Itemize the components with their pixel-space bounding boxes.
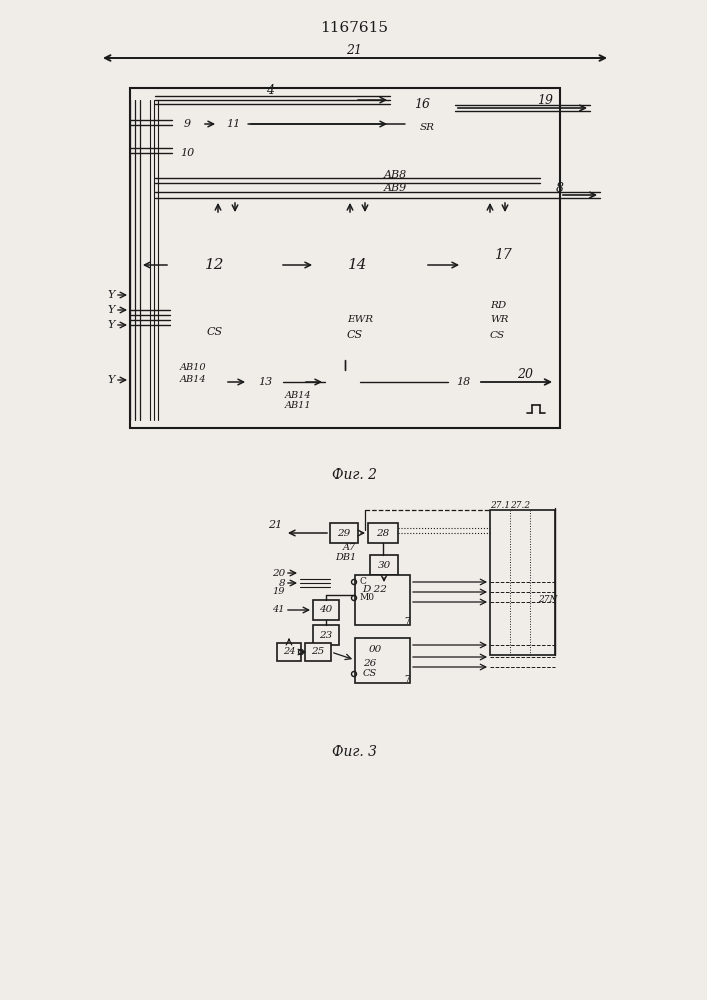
Text: 16: 16 xyxy=(414,99,430,111)
Text: 10: 10 xyxy=(180,148,194,158)
Bar xyxy=(330,523,358,543)
Text: 29: 29 xyxy=(337,528,351,538)
Circle shape xyxy=(170,119,175,124)
Text: 13: 13 xyxy=(258,377,272,387)
Text: Y: Y xyxy=(107,320,115,330)
Text: D 22: D 22 xyxy=(363,585,387,594)
Bar xyxy=(355,575,410,625)
Bar xyxy=(490,510,555,655)
Bar xyxy=(172,113,202,135)
Text: AB9: AB9 xyxy=(383,183,407,193)
Bar xyxy=(448,370,478,394)
Bar xyxy=(170,215,280,360)
Text: 14: 14 xyxy=(349,258,368,272)
Bar xyxy=(390,88,455,143)
Text: RD: RD xyxy=(490,300,506,310)
Text: 26: 26 xyxy=(363,658,376,668)
Text: 7: 7 xyxy=(404,617,410,626)
Text: 18: 18 xyxy=(456,377,470,387)
Text: AB14: AB14 xyxy=(180,375,206,384)
Bar xyxy=(368,523,398,543)
Bar xyxy=(305,643,331,661)
Bar xyxy=(355,638,410,683)
Text: 21: 21 xyxy=(346,43,362,56)
Text: 21: 21 xyxy=(268,520,282,530)
Text: 1167615: 1167615 xyxy=(320,21,388,35)
Text: CS: CS xyxy=(347,330,363,340)
Text: 24: 24 xyxy=(283,648,296,656)
Text: Фиг. 3: Фиг. 3 xyxy=(332,745,377,759)
Text: EWR: EWR xyxy=(347,316,373,324)
Text: 00: 00 xyxy=(368,646,382,654)
Text: 7: 7 xyxy=(404,676,410,684)
Text: Y: Y xyxy=(107,290,115,300)
Circle shape xyxy=(153,147,158,152)
Text: WR: WR xyxy=(490,316,508,324)
Text: 27N: 27N xyxy=(538,595,558,604)
Text: 4: 4 xyxy=(266,84,274,97)
Text: Y: Y xyxy=(107,305,115,315)
Text: CS: CS xyxy=(490,330,505,340)
Text: DB1: DB1 xyxy=(334,554,356,562)
Text: Y: Y xyxy=(107,375,115,385)
Text: M0: M0 xyxy=(359,593,374,602)
Text: 19: 19 xyxy=(537,94,553,106)
Bar xyxy=(313,625,339,645)
Bar xyxy=(248,370,283,394)
Text: 23: 23 xyxy=(320,631,332,640)
Bar xyxy=(315,215,425,360)
Bar xyxy=(218,113,248,135)
Text: AB8: AB8 xyxy=(383,170,407,180)
Text: AB14: AB14 xyxy=(285,390,311,399)
Text: 12: 12 xyxy=(205,258,225,272)
Bar xyxy=(277,643,301,661)
Bar xyxy=(130,88,560,428)
Text: 25: 25 xyxy=(311,648,325,656)
Bar xyxy=(462,215,547,360)
Text: 28: 28 xyxy=(376,528,390,538)
Text: 41: 41 xyxy=(272,605,285,614)
Text: 40: 40 xyxy=(320,605,332,614)
Text: AB10: AB10 xyxy=(180,363,206,372)
Text: 8: 8 xyxy=(279,578,285,587)
Bar xyxy=(172,142,202,164)
Text: 20: 20 xyxy=(271,568,285,578)
Text: 8: 8 xyxy=(556,182,564,194)
Text: 27.2: 27.2 xyxy=(510,500,530,510)
Text: CS: CS xyxy=(207,327,223,337)
Text: SR: SR xyxy=(420,123,435,132)
Text: 9: 9 xyxy=(183,119,191,129)
Text: 20: 20 xyxy=(517,367,533,380)
Bar xyxy=(325,370,360,394)
Bar xyxy=(313,600,339,620)
Text: CS: CS xyxy=(363,670,377,678)
Bar xyxy=(370,555,398,575)
Text: Фиг. 2: Фиг. 2 xyxy=(332,468,377,482)
Text: 27.1: 27.1 xyxy=(490,500,510,510)
Text: C: C xyxy=(359,578,366,586)
Text: AB11: AB11 xyxy=(285,401,311,410)
Text: 11: 11 xyxy=(226,119,240,129)
Text: A7: A7 xyxy=(343,544,356,552)
Text: 17: 17 xyxy=(494,248,512,262)
Text: 30: 30 xyxy=(378,560,391,570)
Text: 19: 19 xyxy=(272,586,285,595)
